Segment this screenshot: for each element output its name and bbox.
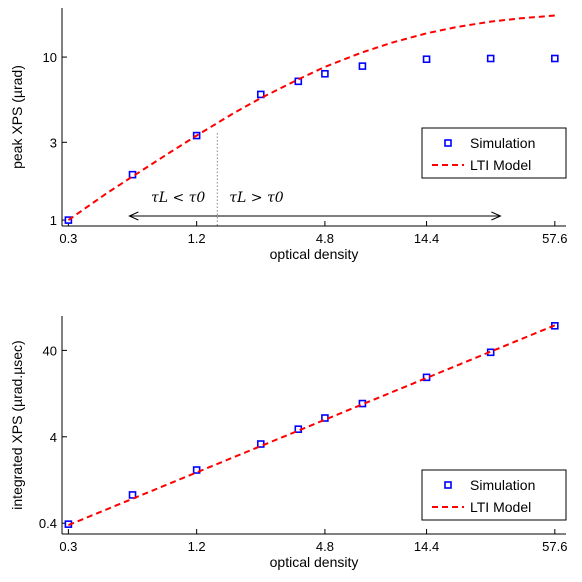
y-tick-label: 1	[50, 213, 57, 228]
simulation-point	[256, 90, 265, 99]
annotation-label: τL < τ0	[151, 190, 205, 206]
annotation-label: τL > τ0	[229, 190, 283, 206]
lti-model-line	[68, 324, 556, 527]
lti-model-line	[67, 14, 555, 221]
legend-marker-swatch	[444, 139, 452, 147]
legend-marker-swatch	[444, 481, 452, 489]
simulation-point	[422, 55, 431, 64]
x-tick-label: 14.4	[414, 231, 439, 246]
y-axis-label: integrated XPS (µrad.µsec)	[9, 340, 25, 509]
x-tick-label: 14.4	[414, 539, 439, 554]
simulation-point	[551, 54, 559, 63]
x-tick-label: 57.6	[542, 539, 567, 554]
peak-xps-chart: 0.3 1.2 4.8 14.4 57.6 1 3 10 optical density peak…	[9, 8, 567, 262]
integrated-xps-chart: 0.3 1.2 4.8 14.4 57.6 0.4 4 40 optical density in…	[9, 316, 567, 570]
y-tick-label: 3	[50, 135, 57, 150]
x-tick-label: 0.3	[59, 231, 77, 246]
simulation-point	[358, 62, 367, 70]
x-axis-label: optical density	[270, 246, 359, 262]
legend-entry: Simulation	[470, 135, 535, 151]
simulation-point	[64, 216, 73, 224]
x-tick-label: 0.3	[59, 539, 77, 554]
x-axis-label: optical density	[270, 554, 359, 570]
y-tick-label: 0.4	[39, 516, 57, 531]
legend-entry: Simulation	[470, 477, 535, 493]
simulation-point	[321, 69, 329, 78]
x-tick-label: 1.2	[188, 539, 206, 554]
legend-entry: LTI Model	[470, 499, 531, 515]
legend-box	[421, 127, 567, 179]
y-tick-label: 10	[43, 50, 57, 65]
simulation-point	[486, 54, 495, 63]
x-tick-label: 4.8	[316, 539, 334, 554]
x-tick-label: 57.6	[542, 231, 567, 246]
simulation-point	[128, 491, 137, 499]
legend-entry: LTI Model	[470, 157, 531, 173]
y-tick-label: 40	[43, 343, 57, 358]
x-tick-label: 4.8	[316, 231, 334, 246]
simulation-point	[192, 466, 201, 474]
y-tick-label: 4	[50, 430, 57, 445]
simulation-point	[256, 440, 265, 448]
x-tick-label: 1.2	[188, 231, 206, 246]
legend-box	[421, 469, 567, 521]
y-axis-label: peak XPS (µrad)	[9, 65, 25, 169]
annotation-arrowhead	[491, 211, 502, 221]
annotation-arrowhead	[128, 211, 139, 221]
